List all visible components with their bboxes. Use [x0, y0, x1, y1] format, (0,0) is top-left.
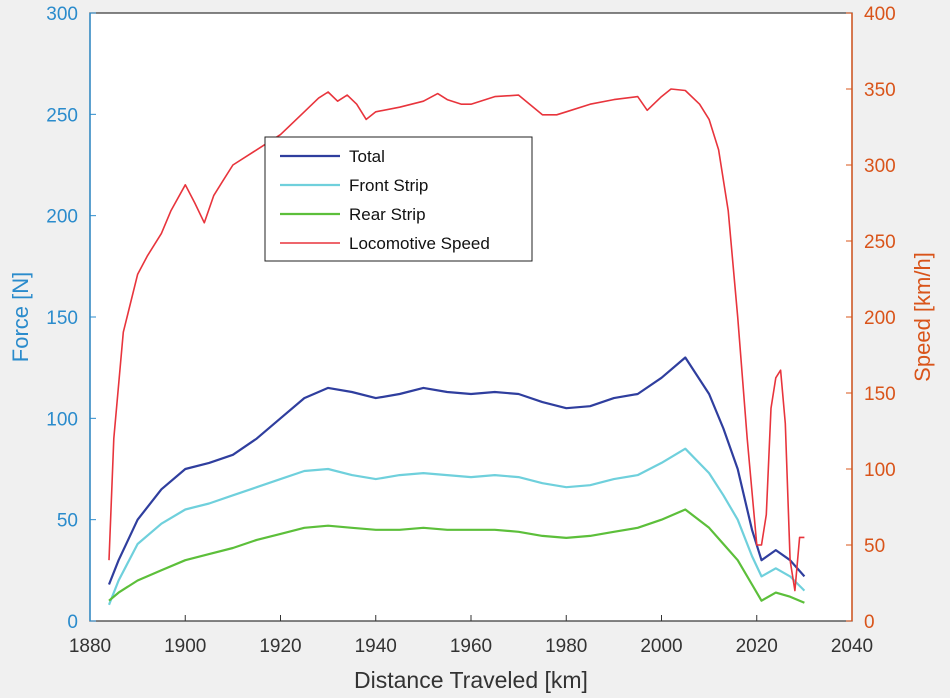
x-tick-label: 1920 [259, 636, 301, 657]
y-left-tick-label: 0 [67, 612, 78, 633]
x-tick-label: 2040 [831, 636, 873, 657]
axes-layer: 1880 1900 1920 1940 1960 1980 2000 2020 20400501… [46, 4, 895, 657]
legend-label-rear-strip: Rear Strip [349, 205, 426, 224]
y-left-tick-label: 100 [46, 409, 78, 430]
y-right-tick-label: 350 [864, 80, 896, 101]
legend-label-locomotive-speed: Locomotive Speed [349, 234, 490, 253]
y-right-tick-label: 150 [864, 384, 896, 405]
y-right-tick-label: 250 [864, 232, 896, 253]
series-layer [107, 88, 806, 606]
x-tick-label: 1960 [450, 636, 492, 657]
y-right-tick-label: 100 [864, 460, 896, 481]
legend-label-total: Total [349, 147, 385, 166]
x-tick-label: 1980 [545, 636, 587, 657]
y-left-tick-label: 50 [57, 511, 78, 532]
x-tick-label: 1900 [164, 636, 206, 657]
series-line-total [107, 356, 806, 585]
y-left-tick-label: 250 [46, 105, 78, 126]
series-line-locomotive-speed [108, 88, 805, 592]
y-right-tick-label: 0 [864, 612, 875, 633]
y-left-tick-label: 300 [46, 4, 78, 25]
y-right-tick-label: 200 [864, 308, 896, 329]
x-tick-label: 2020 [736, 636, 778, 657]
series-line-rear-strip [108, 508, 805, 604]
plot-area [90, 13, 852, 621]
legend: Total Front Strip Rear Strip Locomotive Spe… [264, 136, 533, 262]
x-tick-label: 2000 [640, 636, 682, 657]
y-right-tick-label: 50 [864, 536, 885, 557]
legend-box [264, 136, 533, 262]
y-axis-left-label: Force [N] [8, 272, 33, 362]
legend-label-front-strip: Front Strip [349, 176, 428, 195]
y-left-tick-label: 200 [46, 207, 78, 228]
y-right-tick-label: 300 [864, 156, 896, 177]
x-tick-label: 1940 [355, 636, 397, 657]
series-line-front-strip [107, 447, 806, 606]
x-tick-label: 1880 [69, 636, 111, 657]
y-left-tick-label: 150 [46, 308, 78, 329]
legend-items: Total Front Strip Rear Strip Locomotive Spe… [280, 147, 490, 253]
y-axis-right-label: Speed [km/h] [910, 252, 935, 382]
x-axis-label: Distance Traveled [km] [354, 667, 588, 693]
y-right-tick-label: 400 [864, 4, 896, 25]
